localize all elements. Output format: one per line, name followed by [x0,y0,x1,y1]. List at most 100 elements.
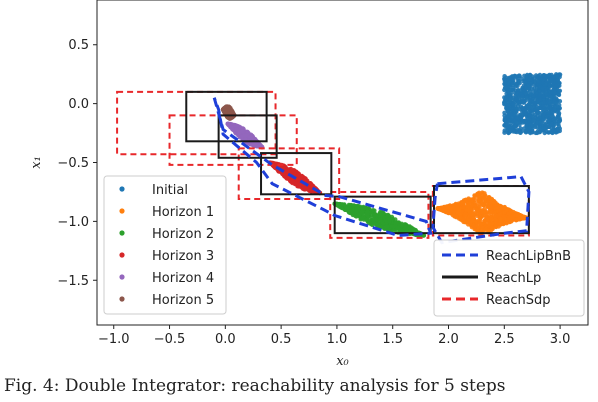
scatter-point [287,168,292,173]
scatter-point [493,222,499,228]
scatter-point [556,104,561,110]
scatter-point [502,74,507,79]
legend-label: Horizon 4 [152,271,214,286]
scatter-point [459,201,465,206]
scatter-point [402,223,407,228]
scatter-point [290,180,295,186]
series-horizon-5 [220,104,237,121]
scatter-point [533,112,538,118]
scatter-point [475,191,480,197]
scatter-point [350,211,355,216]
scatter-point [556,108,561,113]
scatter-point [364,213,370,218]
legend-horizons: Initial Horizon 1 Horizon 2 Horizon 3 Horizo… [103,175,227,315]
scatter-point [479,200,484,206]
legend-label: Horizon 2 [152,227,214,242]
scatter-point [482,191,487,196]
scatter-point [394,220,399,225]
scatter-point [547,100,552,106]
plot-area [116,72,563,245]
scatter-point [339,202,345,207]
axes: −1.0 −0.5 0.0 0.5 1.0 1.5 2.0 2.5 3.0 0.5 0.0 −0.5 −… [57,0,589,347]
y-tick-label: −1.5 [57,274,89,289]
scatter-point [535,130,540,136]
scatter-point [526,83,531,88]
scatter-point [517,217,522,222]
scatter-point [467,201,472,207]
scatter-point [504,122,510,127]
scatter-point [521,98,526,104]
scatter-point [544,91,549,96]
reachlipbnb-boundary [431,175,531,245]
scatter-point [281,165,286,170]
scatter-point [492,210,497,215]
scatter-point [248,134,254,140]
x-axis-label: x₀ [336,354,349,369]
scatter-point [497,212,503,217]
scatter-point [493,200,498,205]
x-tick-label: 0.0 [215,332,236,347]
scatter-point [547,82,552,88]
scatter-point [552,107,557,112]
scatter-point [463,212,468,217]
scatter-point [487,210,492,215]
figure-caption: Fig. 4: Double Integrator: reachability … [4,376,506,396]
scatter-point [522,108,528,114]
scatter-point [556,124,562,129]
scatter-point [296,172,302,177]
x-tick-label: 2.5 [494,332,515,347]
scatter-point [538,120,543,126]
scatter-point [548,89,554,95]
scatter-point [523,129,528,134]
scatter-point [519,112,524,117]
legend-box [433,239,585,317]
scatter-point [555,128,560,133]
scatter-point [475,208,480,213]
scatter-point [473,223,479,228]
reachsdp-box [329,190,430,239]
scatter-point [298,182,303,187]
scatter-point [371,208,376,213]
scatter-point [543,126,548,131]
scatter-point [520,94,525,99]
scatter-point [378,209,383,215]
scatter-point [498,216,503,221]
scatter-point [557,88,563,94]
scatter-point [554,100,559,106]
scatter-point [464,199,469,204]
scatter-point [373,221,378,226]
scatter-point [527,77,533,82]
scatter-point [376,221,381,226]
scatter-point [523,79,528,85]
scatter-point [385,224,391,229]
scatter-point [477,204,482,209]
scatter-point [359,205,365,211]
scatter-point [475,228,480,234]
scatter-point [535,105,540,110]
reachability-chart: −1.0 −0.5 0.0 0.5 1.0 1.5 2.0 2.5 3.0 0.5 0.0 −0.5 −… [29,0,589,369]
legend-label: ReachLp [486,271,541,286]
scatter-point [543,122,548,128]
scatter-point [302,186,307,192]
scatter-point [364,205,369,211]
scatter-point [468,218,473,224]
scatter-point [543,86,549,91]
scatter-point [223,104,229,110]
scatter-point [523,85,528,90]
scatter-point [514,115,519,120]
scatter-point [542,130,547,136]
legend-marker [119,208,125,214]
scatter-point [554,82,560,88]
scatter-point [504,207,509,213]
scatter-point [226,121,231,127]
scatter-point [444,204,450,210]
scatter-point [364,217,369,223]
scatter-point [541,76,547,82]
scatter-point [507,75,512,80]
scatter-point [517,81,522,86]
y-tick-label: 0.5 [68,38,89,53]
scatter-point [378,217,383,222]
scatter-point [359,216,365,221]
scatter-point [477,197,482,203]
scatter-point [541,117,546,122]
